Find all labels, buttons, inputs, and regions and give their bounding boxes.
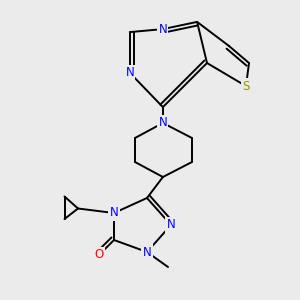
- Text: S: S: [242, 80, 250, 93]
- Text: N: N: [167, 218, 176, 232]
- Text: N: N: [125, 66, 134, 80]
- Text: N: N: [142, 245, 152, 259]
- Text: N: N: [110, 206, 118, 220]
- Text: N: N: [158, 116, 167, 130]
- Text: O: O: [94, 248, 103, 262]
- Text: N: N: [158, 22, 167, 36]
